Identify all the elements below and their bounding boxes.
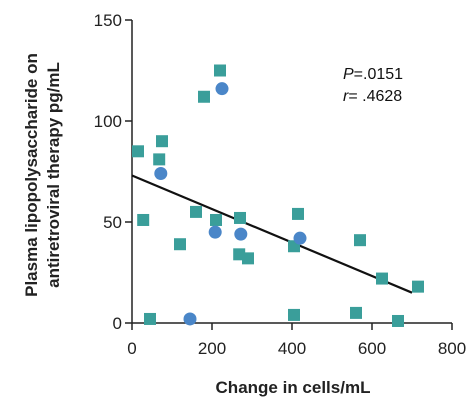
data-points xyxy=(132,64,424,327)
p-value-annotation: P=.0151 xyxy=(343,66,403,83)
x-axis-title: Change in cells/mL xyxy=(216,378,371,397)
y-axis-title-line-2: antiretroviral therapy pg/mL xyxy=(44,62,63,288)
x-ticks: 0 200 400 600 800 xyxy=(127,323,466,358)
trendline xyxy=(131,174,413,294)
r-label: r xyxy=(343,88,349,105)
square-point xyxy=(242,252,254,265)
square-point xyxy=(190,205,202,218)
square-point xyxy=(354,234,366,247)
square-point xyxy=(137,213,150,226)
x-tick-label: 0 xyxy=(127,339,136,358)
square-point xyxy=(292,207,304,220)
axes xyxy=(131,20,452,324)
y-tick-label: 0 xyxy=(113,314,122,333)
y-tick-label: 150 xyxy=(94,11,122,30)
p-value: =.0151 xyxy=(354,66,403,83)
circle-point xyxy=(234,227,248,241)
square-point xyxy=(132,145,144,158)
square-point xyxy=(234,211,246,224)
y-ticks: 0 50 100 150 xyxy=(94,11,132,333)
circle-point xyxy=(154,167,168,181)
p-label: P xyxy=(343,66,354,83)
x-tick-label: 600 xyxy=(358,339,386,358)
x-tick-label: 400 xyxy=(278,339,306,358)
square-point xyxy=(174,238,186,251)
x-tick-label: 800 xyxy=(438,339,466,358)
circle-point xyxy=(215,82,229,96)
square-point xyxy=(198,90,210,103)
circle-point xyxy=(293,231,307,245)
y-tick-label: 50 xyxy=(103,213,122,232)
y-axis-title-line-1: Plasma lipopolysaccharide on xyxy=(22,53,41,297)
square-point xyxy=(350,306,362,319)
circle-point xyxy=(183,312,197,326)
square-point xyxy=(376,272,388,285)
r-value-annotation: r= .4628 xyxy=(343,88,402,105)
square-point xyxy=(210,213,222,226)
square-point xyxy=(412,280,424,293)
trendline-group xyxy=(131,174,413,294)
square-point xyxy=(288,308,300,321)
square-point xyxy=(156,135,168,148)
circle-point xyxy=(208,225,222,239)
x-tick-label: 200 xyxy=(198,339,226,358)
y-tick-label: 100 xyxy=(94,112,122,131)
r-value: = .4628 xyxy=(348,88,402,105)
square-point xyxy=(153,153,166,166)
square-point xyxy=(392,314,404,327)
square-point xyxy=(214,64,226,77)
square-point xyxy=(144,312,156,325)
